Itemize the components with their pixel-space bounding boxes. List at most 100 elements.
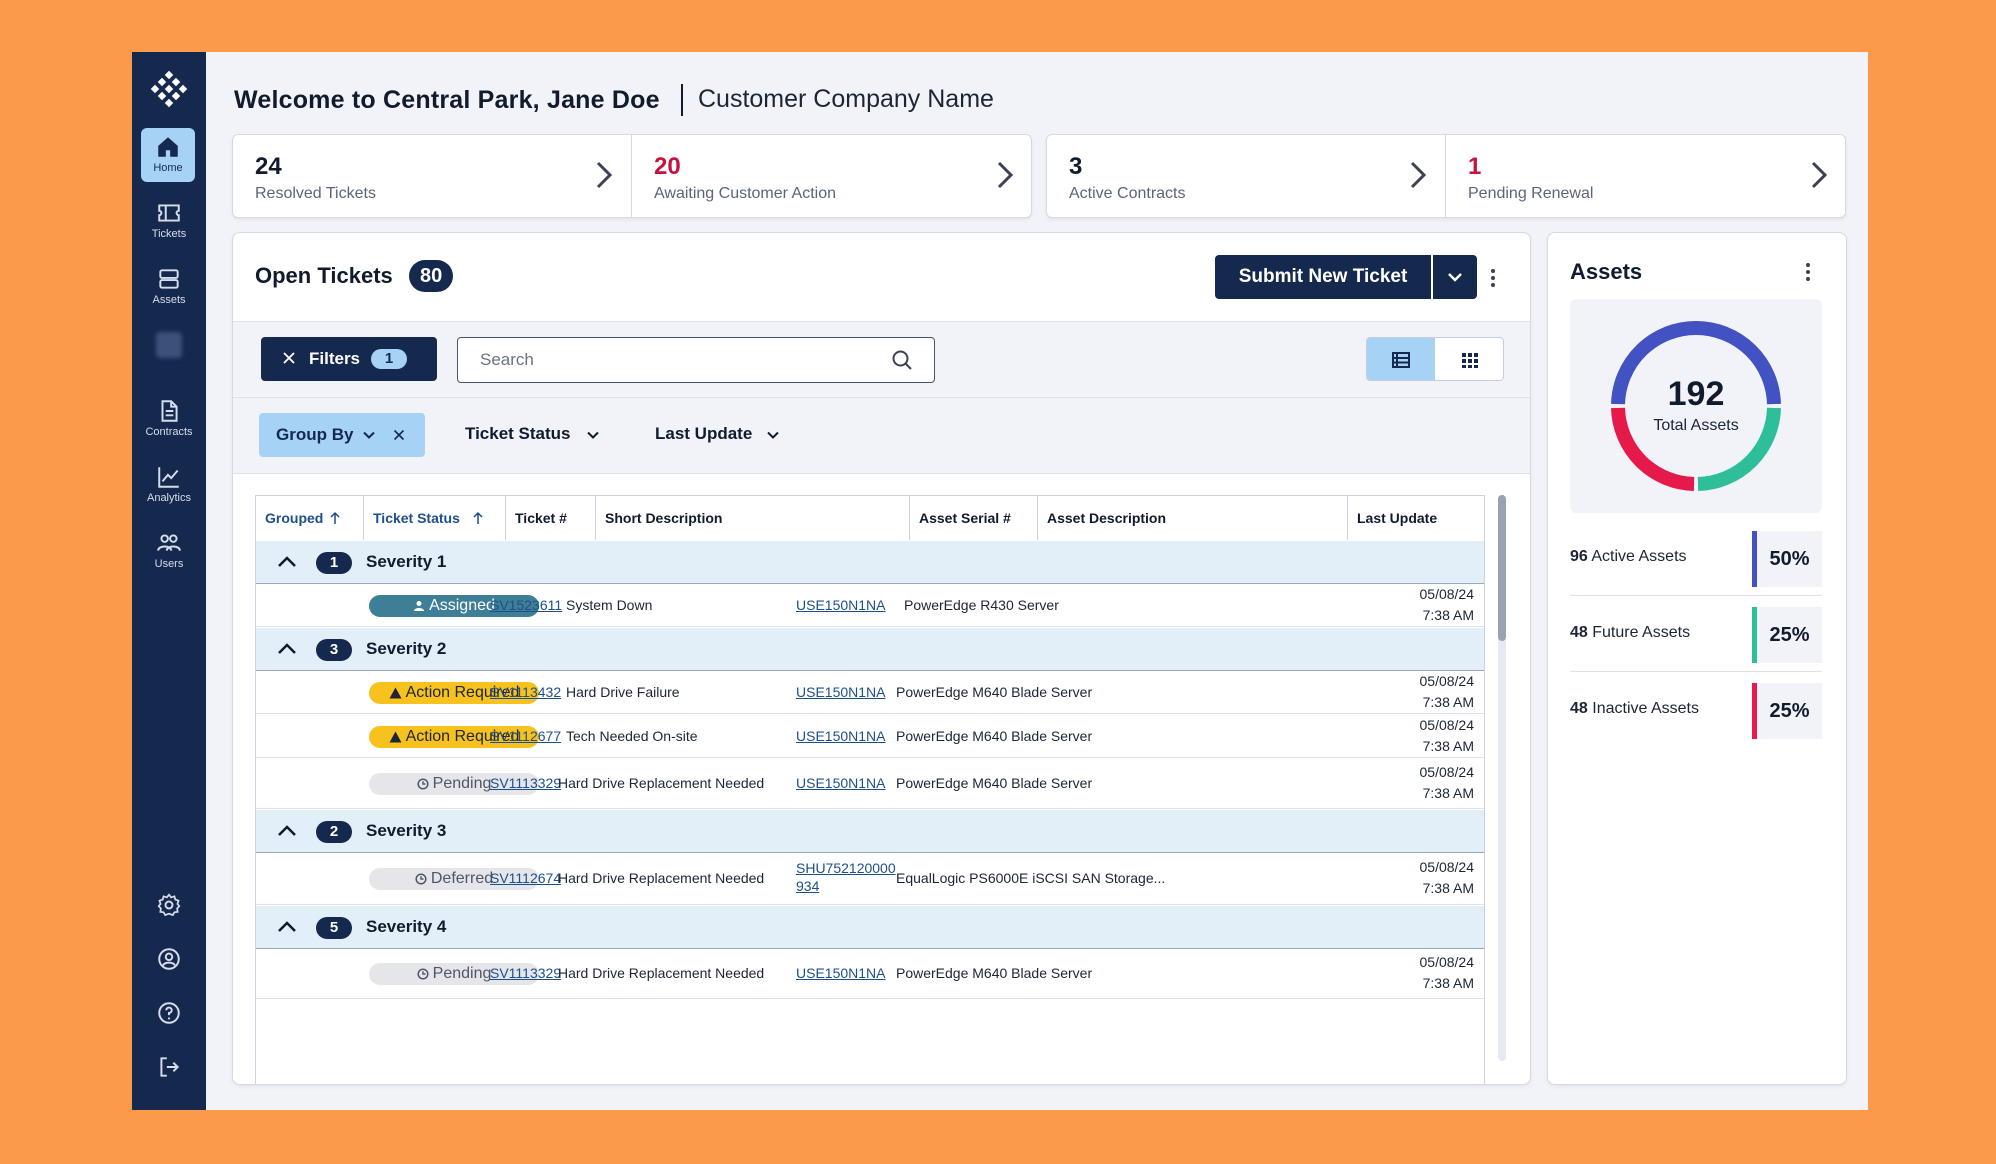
ticket-number-link[interactable]: SV1113329 [490,775,562,791]
chevron-up-icon[interactable] [276,919,298,935]
nav-tickets-label: Tickets [151,228,187,240]
ticket-number-link[interactable]: SV1113432 [490,683,562,700]
column-header-ticket-number[interactable]: Ticket # [506,496,596,540]
chevron-up-icon[interactable] [276,823,298,839]
asset-row[interactable]: 48 Future Assets 25% [1570,607,1822,663]
nav-assets-label: Assets [152,294,186,306]
table-row[interactable]: Deferred SV1112674 Hard Drive Replacement … [256,853,1484,905]
donut-slice-active-assets[interactable] [1611,321,1781,405]
column-header-asset-serial[interactable]: Asset Serial # [910,496,1038,540]
asset-serial-link[interactable]: USE150N1NA [796,596,886,613]
chevron-up-icon[interactable] [276,554,298,570]
column-header-ticket-status[interactable]: Ticket Status [364,496,506,540]
nav-contracts[interactable]: Contracts [132,392,206,448]
chevron-down-icon [587,431,599,439]
group-by-chip[interactable]: Group By [259,413,425,457]
asset-serial-link-line2[interactable]: 934 [796,878,820,894]
close-icon[interactable] [391,427,407,443]
column-header-last-update[interactable]: Last Update [1348,496,1484,540]
more-options-icon[interactable] [1489,267,1497,289]
severity-group-row[interactable]: 1 Severity 1 [256,541,1484,584]
chevron-up-icon[interactable] [276,641,298,657]
filters-label: Filters [309,349,361,368]
search-icon[interactable] [890,348,914,372]
total-assets-value: 192 [1667,375,1725,413]
severity-group-row[interactable]: 2 Severity 3 [256,810,1484,853]
donut-slice-inactive-assets[interactable] [1611,407,1695,491]
submit-new-ticket-button[interactable]: Submit New Ticket [1215,255,1431,299]
dropdown-label: Last Update [655,424,753,443]
stat-awaiting-action[interactable]: 20 Awaiting Customer Action [632,135,1032,217]
chevron-down-icon [1448,273,1462,282]
status-text: Deferred [430,870,494,887]
table-scrollbar[interactable] [1498,495,1506,1061]
short-description: Hard Drive Replacement Needed [558,775,765,791]
stat-label: Pending Renewal [1468,185,1594,202]
submit-options-dropdown[interactable] [1433,255,1477,299]
list-view-icon [1392,352,1410,368]
donut-slices [1611,321,1781,491]
search-input[interactable] [457,337,935,383]
ticket-number-link[interactable]: SV1523611 [490,596,563,613]
column-header-short-description[interactable]: Short Description [596,496,910,540]
list-view-button[interactable] [1367,338,1435,380]
assets-title: Assets [1570,259,1643,284]
nav-tickets[interactable]: Tickets [132,194,206,250]
table-row[interactable]: Pending SV1113329 Hard Drive Replacement N… [256,949,1484,999]
asset-serial-link[interactable]: SHU752120000 [796,860,896,876]
scrollbar-thumb[interactable] [1498,495,1506,641]
severity-group-row[interactable]: 5 Severity 4 [256,906,1484,949]
warning-icon [389,731,402,742]
asset-serial-link[interactable]: USE150N1NA [796,965,886,981]
help-icon[interactable] [156,1000,182,1026]
nav-home[interactable]: Home [141,128,195,182]
table-row[interactable]: Action Required SV1112677 Tech Needed On-s… [256,715,1484,758]
stat-resolved-tickets[interactable]: 24 Resolved Tickets [233,135,631,217]
severity-group-row[interactable]: 3 Severity 2 [256,628,1484,671]
sort-up-icon [473,511,483,524]
asset-serial-link[interactable]: USE150N1NA [796,775,886,791]
last-update-cell: 05/08/24 7:38 AM [1420,671,1475,713]
asset-row[interactable]: 48 Inactive Assets 25% [1570,683,1822,739]
nav-blurred[interactable] [132,326,206,382]
table-row[interactable]: Pending SV1113329 Hard Drive Replacement N… [256,759,1484,809]
asset-count: 48 [1570,624,1588,641]
stat-label: Resolved Tickets [255,185,376,202]
server-icon [159,269,179,289]
logout-icon[interactable] [156,1054,182,1080]
ticket-number-link[interactable]: SV1113329 [490,965,562,981]
table-row[interactable]: Assigned SV1523611 System Down USE150N1NA Po… [256,584,1484,627]
status-text: Action Required [405,683,520,701]
asset-description: PowerEdge M640 Blade Server [896,727,1093,744]
ticket-number-link[interactable]: SV1112677 [490,727,562,744]
last-update-dropdown[interactable]: Last Update [655,424,779,444]
last-update-cell: 05/08/24 7:38 AM [1420,584,1475,626]
ticket-status-dropdown[interactable]: Ticket Status [465,424,599,444]
sidebar: Home Tickets Assets Contracts Analytics … [132,52,206,1110]
gear-icon[interactable] [156,892,182,918]
table-row[interactable]: Action Required SV1113432 Hard Drive Failu… [256,671,1484,714]
person-icon [414,600,425,611]
filters-button[interactable]: Filters 1 [261,337,437,381]
nav-assets[interactable]: Assets [132,260,206,316]
user-circle-icon[interactable] [156,946,182,972]
asset-description: PowerEdge R430 Server [904,596,1059,613]
stat-active-contracts[interactable]: 3 Active Contracts [1047,135,1445,217]
donut-slice-future-assets[interactable] [1697,407,1781,491]
asset-serial-link[interactable]: USE150N1NA [796,727,886,744]
nav-analytics[interactable]: Analytics [132,458,206,514]
asset-row[interactable]: 96 Active Assets 50% [1570,531,1822,587]
asset-serial-link[interactable]: USE150N1NA [796,683,886,700]
asset-label: Future Assets [1592,624,1691,641]
nav-users[interactable]: Users [132,524,206,580]
column-header-asset-description[interactable]: Asset Description [1038,496,1348,540]
stat-pending-renewal[interactable]: 1 Pending Renewal [1446,135,1846,217]
grid-view-button[interactable] [1436,338,1503,380]
status-text: Action Required [405,727,520,745]
more-options-icon[interactable] [1804,261,1812,283]
stat-value: 24 [255,153,282,180]
ticket-number-link[interactable]: SV1112674 [490,870,562,886]
app-frame: Home Tickets Assets Contracts Analytics … [132,52,1868,1110]
stat-value: 20 [654,153,681,180]
column-header-grouped[interactable]: Grouped [256,496,364,540]
